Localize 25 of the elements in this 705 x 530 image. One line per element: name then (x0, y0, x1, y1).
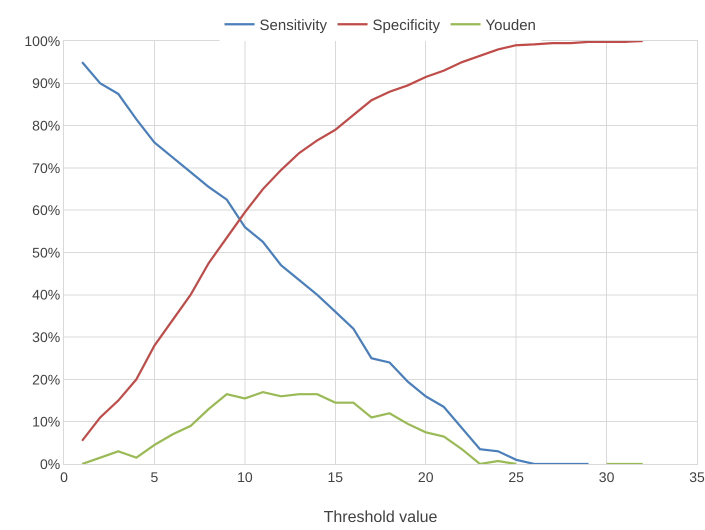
y-tick-label: 30% (32, 329, 60, 345)
x-tick-label: 0 (60, 468, 68, 485)
y-tick-label: 50% (32, 244, 60, 260)
x-tick-label: 15 (328, 468, 344, 485)
x-tick-label: 5 (150, 468, 159, 485)
line-series (80, 61, 590, 464)
x-tick-label: 20 (418, 468, 434, 485)
x-axis-title: Threshold value (324, 509, 438, 526)
y-tick-label: 100% (24, 32, 60, 49)
y-tick-label: 10% (32, 414, 60, 430)
x-tick-label: 30 (598, 468, 615, 485)
legend-label: Youden (486, 17, 536, 34)
y-tick-label: 0% (40, 456, 60, 472)
y-tick-label: 90% (32, 75, 60, 92)
legend-label: Sensitivity (260, 17, 328, 34)
x-tick-label: 10 (237, 468, 253, 485)
y-tick-label: 80% (32, 118, 60, 134)
y-tick-label: 40% (32, 286, 60, 303)
line-series (80, 41, 644, 442)
legend-label: Specificity (372, 17, 441, 34)
x-tick-label: 25 (508, 468, 524, 485)
y-tick-label: 60% (32, 202, 60, 218)
x-tick-label: 35 (689, 468, 705, 485)
y-tick-label: 20% (32, 371, 60, 388)
y-tick-label: 70% (32, 160, 60, 176)
